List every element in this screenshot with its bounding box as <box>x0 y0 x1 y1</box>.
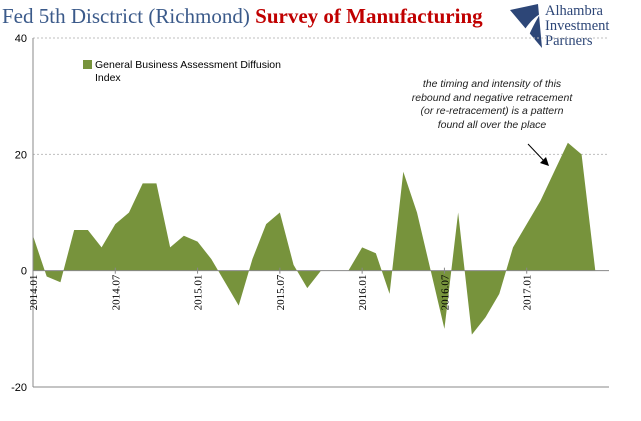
x-tick-label: 2016.07 <box>439 274 451 310</box>
x-tick-label: 2016.01 <box>357 275 369 311</box>
x-tick-label: 2014.01 <box>28 275 40 311</box>
annotation-arrowhead-icon <box>540 157 549 166</box>
logo-line-2: Investment <box>545 18 610 34</box>
annotation-line-3: (or re-retracement) is a pattern <box>420 105 564 117</box>
logo-line-1: Alhambra <box>545 3 603 19</box>
logo: Alhambra Investment Partners <box>545 4 609 49</box>
legend-label-line: General Business Assessment Diffusion <box>95 59 281 71</box>
chart-annotation: the timing and intensity of this rebound… <box>404 78 580 132</box>
logo-line-3: Partners <box>545 33 593 49</box>
legend-swatch <box>83 60 92 69</box>
y-tick-label: 20 <box>15 149 27 161</box>
x-tick-label: 2017.01 <box>522 275 534 311</box>
chart-title-part2: Survey of Manufacturing <box>255 4 483 28</box>
x-tick-label: 2015.01 <box>193 275 205 311</box>
logo-swoosh-icon <box>510 4 542 48</box>
x-tick-label: 2014.07 <box>110 274 122 310</box>
chart-title-part1: Fed 5th Disctrict (Richmond) <box>2 4 250 28</box>
legend-label: General Business Assessment Diffusion Ind… <box>95 59 281 84</box>
chart-title: Fed 5th Disctrict (Richmond) Survey of M… <box>2 4 483 29</box>
y-tick-label: 40 <box>15 33 27 45</box>
annotation-line-1: the timing and intensity of this <box>422 78 562 90</box>
y-tick-label: -20 <box>11 382 27 394</box>
series-area <box>33 142 596 335</box>
annotation-line-2: rebound and negative retracement <box>411 91 573 104</box>
legend-label-line: Index <box>95 72 121 84</box>
x-tick-label: 2015.07 <box>275 274 287 310</box>
annotation-line-4: found all over the place <box>437 118 547 131</box>
annotation-arrow-line <box>527 143 547 164</box>
y-tick-label: 0 <box>21 266 27 278</box>
